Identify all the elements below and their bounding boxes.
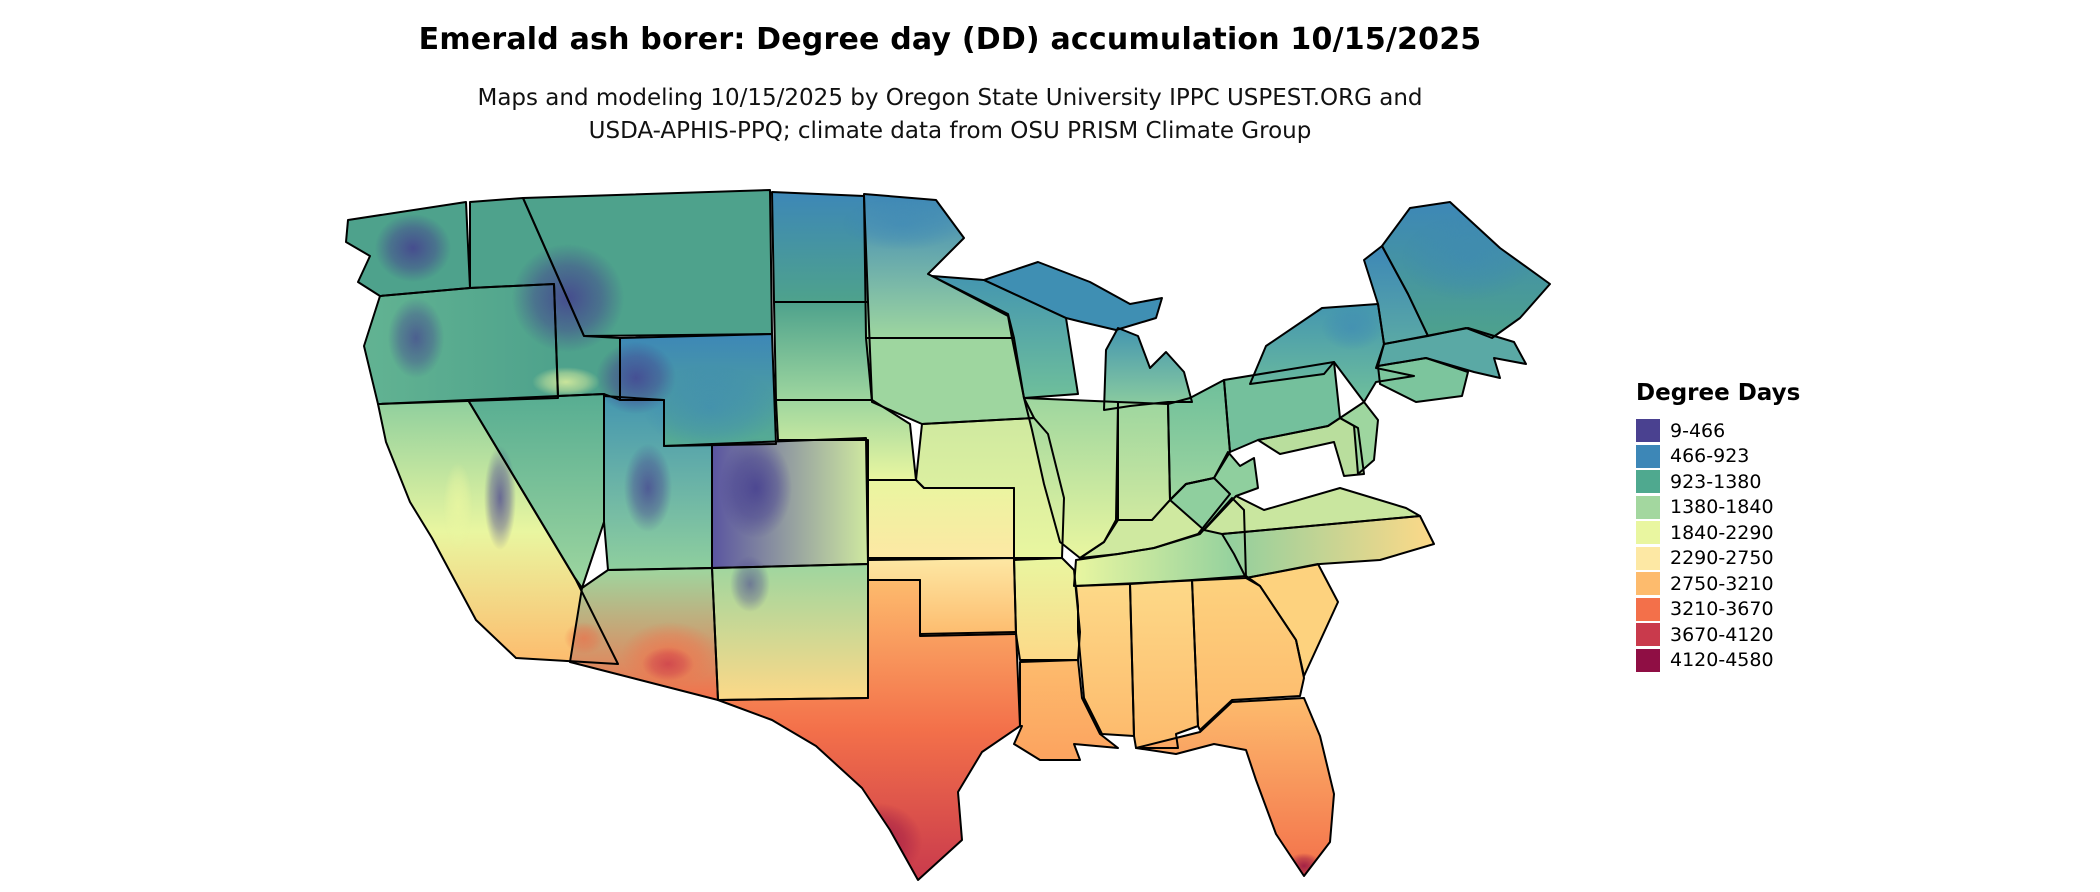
terrain-blob bbox=[843, 198, 963, 250]
legend: Degree Days 9-466 466-923 923-1380 1380-184… bbox=[1636, 380, 1800, 673]
state-ga bbox=[1192, 576, 1304, 730]
state-border-mi_up bbox=[983, 261, 1163, 331]
state-ok bbox=[868, 558, 1016, 636]
state-tx bbox=[718, 580, 1020, 880]
state-border-la bbox=[1013, 659, 1119, 761]
legend-swatch bbox=[1636, 648, 1660, 672]
terrain-blob bbox=[624, 444, 672, 532]
state-ks bbox=[868, 480, 1014, 558]
state-border-ny bbox=[1249, 303, 1415, 403]
legend-swatch bbox=[1636, 572, 1660, 596]
state-fl bbox=[1136, 698, 1334, 876]
terrain-blob bbox=[642, 647, 694, 681]
legend-swatch bbox=[1636, 495, 1660, 519]
legend-label: 1380-1840 bbox=[1670, 496, 1774, 519]
legend-item: 1380-1840 bbox=[1636, 495, 1800, 521]
map-borders bbox=[345, 189, 1551, 881]
state-ar bbox=[1014, 558, 1080, 660]
state-la bbox=[1014, 660, 1118, 760]
state-in bbox=[1118, 402, 1170, 520]
terrain-blob bbox=[564, 622, 604, 654]
state-wv bbox=[1170, 452, 1258, 530]
state-nc bbox=[1222, 516, 1434, 578]
legend-items: 9-466 466-923 923-1380 1380-1840 1840-2290 22… bbox=[1636, 418, 1800, 673]
terrain-blob bbox=[388, 298, 444, 378]
state-ma bbox=[1378, 328, 1526, 378]
state-nd bbox=[772, 192, 868, 302]
legend-label: 4120-4580 bbox=[1670, 649, 1774, 672]
terrain-blob bbox=[532, 367, 600, 397]
state-nv bbox=[468, 394, 604, 588]
terrain-blob bbox=[1322, 306, 1382, 350]
terrain-blob bbox=[484, 446, 516, 550]
state-sc bbox=[1246, 564, 1338, 676]
state-oh bbox=[1168, 380, 1230, 500]
legend-item: 4120-4580 bbox=[1636, 648, 1800, 674]
legend-swatch bbox=[1636, 419, 1660, 443]
legend-label: 923-1380 bbox=[1670, 470, 1762, 493]
terrain-blob bbox=[730, 556, 770, 612]
legend-item: 3210-3670 bbox=[1636, 597, 1800, 623]
map-subtitle: Maps and modeling 10/15/2025 by Oregon S… bbox=[477, 82, 1422, 148]
state-al bbox=[1130, 580, 1198, 748]
state-border-ma bbox=[1377, 327, 1527, 379]
legend-swatch bbox=[1636, 444, 1660, 468]
state-border-me bbox=[1381, 201, 1551, 339]
legend-title: Degree Days bbox=[1636, 380, 1801, 406]
legend-item: 9-466 bbox=[1636, 418, 1800, 444]
state-sd bbox=[774, 302, 872, 400]
terrain-blob bbox=[834, 803, 922, 879]
state-mi_lp bbox=[1104, 328, 1192, 410]
us-map bbox=[345, 189, 1551, 881]
legend-label: 3210-3670 bbox=[1670, 598, 1774, 621]
state-ia bbox=[866, 338, 1034, 424]
state-vtnh bbox=[1364, 246, 1428, 344]
legend-label: 9-466 bbox=[1670, 419, 1726, 442]
legend-label: 3670-4120 bbox=[1670, 623, 1774, 646]
legend-label: 466-923 bbox=[1670, 445, 1750, 468]
state-border-fl bbox=[1135, 697, 1335, 877]
subtitle-line-1: Maps and modeling 10/15/2025 by Oregon S… bbox=[477, 85, 1423, 111]
legend-label: 1840-2290 bbox=[1670, 521, 1774, 544]
map-terrain-overlays bbox=[375, 198, 1534, 879]
legend-item: 466-923 bbox=[1636, 444, 1800, 470]
state-border-wv bbox=[1169, 451, 1259, 531]
legend-item: 2750-3210 bbox=[1636, 571, 1800, 597]
terrain-blob bbox=[644, 366, 776, 450]
map-figure bbox=[318, 186, 1618, 886]
state-wi bbox=[932, 276, 1078, 398]
legend-swatch bbox=[1636, 470, 1660, 494]
legend-swatch bbox=[1636, 623, 1660, 647]
legend-swatch bbox=[1636, 597, 1660, 621]
state-border-az bbox=[569, 567, 719, 701]
terrain-blob bbox=[720, 438, 792, 538]
legend-item: 2290-2750 bbox=[1636, 546, 1800, 572]
state-il bbox=[1024, 398, 1118, 558]
state-ctri bbox=[1378, 358, 1468, 402]
legend-swatch bbox=[1636, 546, 1660, 570]
state-border-tx bbox=[717, 579, 1021, 881]
state-mi_up bbox=[984, 262, 1162, 330]
state-border-va bbox=[1203, 487, 1421, 535]
state-border-wa bbox=[345, 201, 471, 297]
legend-label: 2750-3210 bbox=[1670, 572, 1774, 595]
legend-item: 3670-4120 bbox=[1636, 622, 1800, 648]
terrain-blob bbox=[443, 462, 473, 550]
subtitle-line-2: USDA-APHIS-PPQ; climate data from OSU PR… bbox=[588, 118, 1312, 144]
legend-swatch bbox=[1636, 521, 1660, 545]
state-border-md bbox=[1257, 417, 1365, 477]
legend-item: 923-1380 bbox=[1636, 469, 1800, 495]
terrain-blob bbox=[375, 214, 451, 282]
state-ms bbox=[1076, 584, 1134, 736]
state-va bbox=[1204, 488, 1420, 534]
map-title: Emerald ash borer: Degree day (DD) accum… bbox=[418, 22, 1482, 57]
state-border-nc bbox=[1221, 515, 1435, 579]
legend-item: 1840-2290 bbox=[1636, 520, 1800, 546]
state-tn bbox=[1074, 498, 1246, 586]
legend-label: 2290-2750 bbox=[1670, 547, 1774, 570]
